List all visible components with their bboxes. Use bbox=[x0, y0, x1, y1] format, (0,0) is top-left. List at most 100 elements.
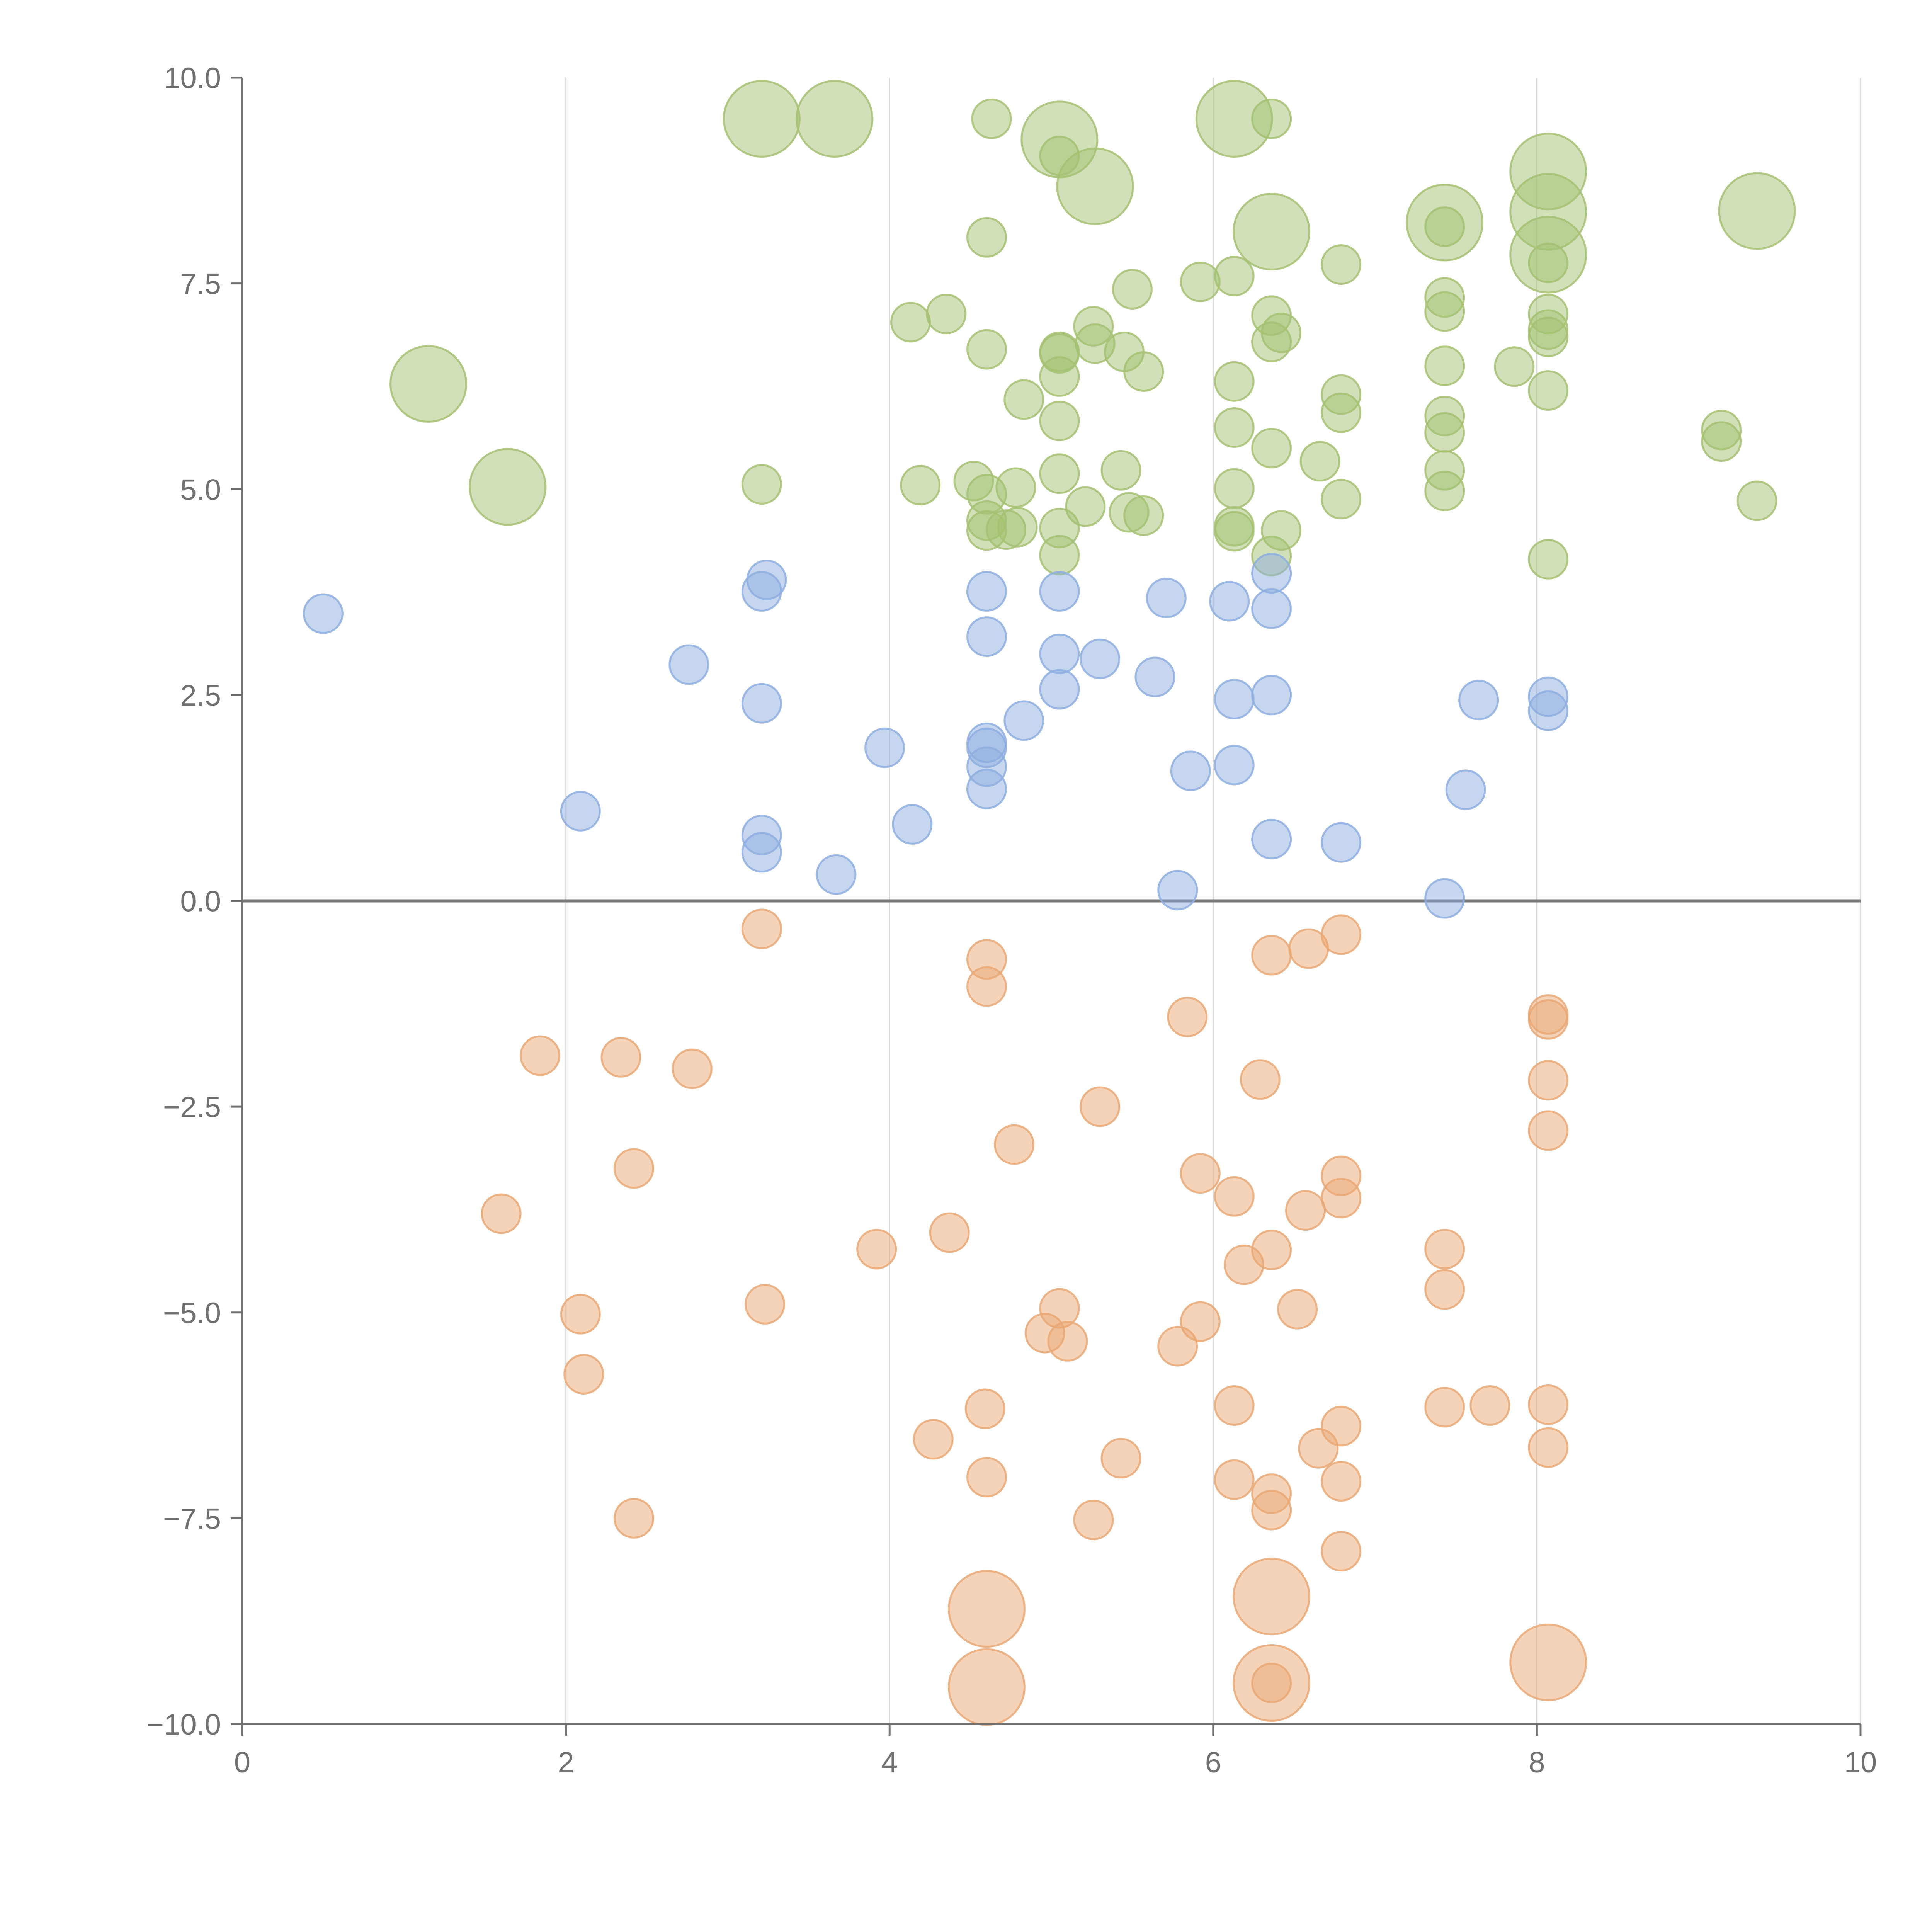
bubble bbox=[1251, 675, 1292, 716]
bubble bbox=[1528, 316, 1569, 357]
bubble bbox=[892, 804, 933, 845]
bubble bbox=[1146, 578, 1187, 618]
bubble bbox=[1180, 1301, 1221, 1342]
bubble bbox=[1039, 453, 1080, 494]
bubble bbox=[1424, 1269, 1465, 1310]
x-tick-label: 10 bbox=[1844, 1746, 1877, 1779]
bubble bbox=[900, 465, 941, 506]
bubble bbox=[563, 1354, 604, 1395]
y-axis-ticks: −10.0 −7.5 −5.0 −2.5 0.0 2.5 5.0 7.5 10.0 bbox=[147, 62, 242, 1741]
bubble bbox=[1157, 870, 1198, 911]
bubble bbox=[1261, 510, 1302, 551]
bubble bbox=[1321, 1531, 1362, 1572]
bubble bbox=[964, 1388, 1005, 1429]
bubble bbox=[1251, 819, 1292, 860]
bubble-large bbox=[948, 1648, 1026, 1726]
bubble bbox=[1261, 313, 1302, 353]
bubble bbox=[971, 99, 1012, 139]
x-axis-ticks: 0 2 4 6 8 10 bbox=[234, 1724, 1877, 1779]
bubble bbox=[1123, 495, 1164, 536]
bubble bbox=[1528, 539, 1569, 580]
bubble bbox=[1214, 1459, 1255, 1500]
bubble bbox=[1528, 1060, 1569, 1101]
bubble bbox=[1214, 679, 1255, 719]
bubble bbox=[1424, 1387, 1465, 1428]
x-tick-label: 2 bbox=[558, 1746, 574, 1779]
bubble bbox=[995, 467, 1036, 508]
bubble bbox=[1003, 700, 1044, 741]
bubble bbox=[1080, 638, 1121, 679]
bubble bbox=[741, 908, 782, 949]
bubble bbox=[913, 1419, 954, 1460]
bubble bbox=[1100, 450, 1141, 491]
bubble bbox=[560, 1294, 601, 1335]
bubble bbox=[1251, 1490, 1292, 1531]
bubble bbox=[1039, 669, 1080, 710]
bubble bbox=[1180, 1153, 1221, 1194]
bubble bbox=[1214, 468, 1255, 509]
bubble-large bbox=[469, 448, 547, 526]
bubble bbox=[1424, 206, 1465, 247]
bubble bbox=[741, 832, 782, 873]
bubble bbox=[1251, 935, 1292, 976]
bubble bbox=[1047, 1321, 1088, 1362]
bubble bbox=[1321, 822, 1362, 863]
bubble bbox=[1277, 1289, 1318, 1330]
y-tick-label: 5.0 bbox=[180, 473, 221, 506]
bubble bbox=[1528, 242, 1569, 283]
bubble-large bbox=[389, 345, 468, 423]
y-tick-label: 2.5 bbox=[180, 679, 221, 712]
bubble bbox=[1424, 345, 1465, 386]
bubble-large bbox=[948, 1570, 1026, 1648]
bubble bbox=[1180, 261, 1221, 302]
bubble bbox=[926, 294, 967, 334]
bubble bbox=[1321, 244, 1362, 285]
bubble bbox=[1039, 571, 1080, 612]
bubble bbox=[1445, 769, 1486, 810]
bubble bbox=[1285, 1190, 1326, 1231]
bubble bbox=[1003, 379, 1044, 420]
bubble bbox=[1251, 553, 1292, 594]
bubble-large bbox=[723, 80, 801, 158]
bubble bbox=[1424, 1229, 1465, 1270]
bubble bbox=[1321, 1461, 1362, 1502]
bubble bbox=[1214, 361, 1255, 402]
bubble bbox=[668, 644, 709, 685]
x-tick-label: 8 bbox=[1529, 1746, 1545, 1779]
bubble bbox=[1240, 1059, 1281, 1100]
y-tick-label: 10.0 bbox=[164, 62, 221, 95]
bubble bbox=[966, 966, 1007, 1007]
bubble bbox=[1701, 421, 1742, 462]
bubble bbox=[1321, 1406, 1362, 1447]
y-tick-label: −10.0 bbox=[147, 1708, 221, 1741]
bubble bbox=[1039, 535, 1080, 576]
bubble bbox=[614, 1498, 654, 1539]
bubble bbox=[741, 464, 782, 505]
bubble bbox=[1321, 914, 1362, 955]
bubble bbox=[1528, 690, 1569, 731]
bubble bbox=[1424, 471, 1465, 511]
bubble bbox=[303, 593, 344, 634]
bubble bbox=[994, 1124, 1035, 1165]
bubble-large bbox=[1233, 1558, 1311, 1636]
bubble bbox=[1528, 1427, 1569, 1468]
bubble bbox=[1039, 400, 1080, 441]
bubble bbox=[1039, 633, 1080, 674]
bubble bbox=[520, 1035, 561, 1076]
y-tick-label: −5.0 bbox=[163, 1297, 221, 1330]
bubble bbox=[1039, 356, 1080, 397]
bubble bbox=[1214, 745, 1255, 786]
bubble bbox=[1100, 1438, 1141, 1479]
bubble bbox=[1528, 999, 1569, 1040]
x-tick-label: 0 bbox=[234, 1746, 250, 1779]
y-tick-label: −2.5 bbox=[163, 1091, 221, 1124]
bubble bbox=[1123, 351, 1164, 392]
bubble bbox=[1214, 511, 1255, 552]
bubble bbox=[864, 727, 905, 768]
x-tick-label: 6 bbox=[1205, 1746, 1221, 1779]
bubble bbox=[966, 571, 1007, 612]
bubble bbox=[1251, 1230, 1292, 1270]
bubble bbox=[745, 1284, 786, 1325]
bubble bbox=[1170, 750, 1211, 791]
bubble bbox=[1073, 1500, 1114, 1541]
